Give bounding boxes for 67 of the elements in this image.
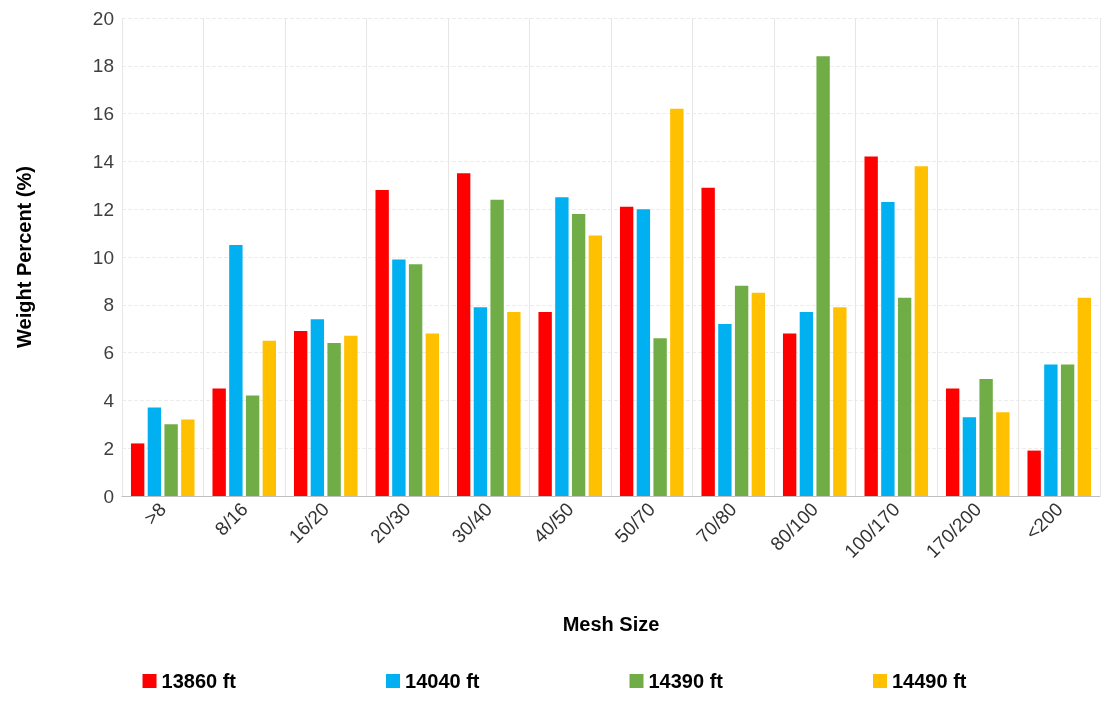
- legend-label: 14390 ft: [648, 670, 724, 692]
- bar: [310, 319, 325, 496]
- bar: [147, 407, 162, 496]
- bar: [375, 190, 389, 496]
- y-tick-label: 18: [92, 55, 114, 77]
- y-tick-label: 4: [103, 389, 115, 411]
- bar: [473, 307, 488, 496]
- y-tick-label: 16: [92, 103, 114, 125]
- bar: [555, 197, 569, 496]
- bar: [619, 206, 634, 496]
- bar: [701, 187, 715, 496]
- bar: [130, 443, 145, 496]
- bar: [229, 245, 243, 496]
- y-tick-label: 8: [103, 294, 114, 316]
- x-tick-label: 8/16: [210, 498, 252, 540]
- bar: [653, 338, 667, 496]
- bar: [212, 388, 226, 496]
- bar: [881, 202, 895, 496]
- bar: [588, 235, 603, 496]
- bar: [979, 378, 993, 496]
- bar: [996, 412, 1010, 496]
- bar: [571, 213, 586, 496]
- bar: [507, 311, 521, 496]
- bar: [1077, 297, 1092, 496]
- bar: [799, 311, 814, 496]
- bar: [392, 259, 406, 496]
- y-tick-label: 10: [92, 246, 114, 268]
- bar: [636, 209, 651, 496]
- legend-label: 14490 ft: [891, 670, 967, 692]
- bar: [1027, 450, 1041, 496]
- y-tick-label: 6: [103, 342, 114, 364]
- y-tick-label: 14: [92, 150, 115, 172]
- bar: [1044, 364, 1058, 496]
- bar: [718, 323, 732, 496]
- bar: [1060, 364, 1075, 496]
- legend-label: 14040 ft: [405, 670, 480, 692]
- legend-label: 13860 ft: [161, 670, 237, 692]
- bar: [490, 199, 504, 496]
- bar: [751, 292, 766, 496]
- bar: [864, 156, 878, 496]
- bar: [181, 419, 195, 496]
- y-tick-label: 2: [103, 437, 114, 459]
- bar: [245, 395, 260, 496]
- bar: [425, 333, 440, 496]
- bar: [327, 343, 341, 496]
- y-axis-title: Weight Percent (%): [13, 166, 35, 348]
- y-tick-label: 0: [103, 485, 114, 507]
- bar: [962, 417, 977, 496]
- y-tick-label: 20: [92, 7, 114, 29]
- bar: [914, 166, 929, 496]
- bar: [344, 335, 358, 496]
- bar: [408, 264, 423, 496]
- bar: [164, 424, 178, 496]
- bar: [538, 311, 552, 496]
- bar: [897, 297, 912, 496]
- y-tick-label: 12: [92, 198, 114, 220]
- x-axis-title: Mesh Size: [562, 613, 660, 635]
- bar: [734, 285, 749, 496]
- bar: [293, 331, 308, 496]
- bar: [833, 307, 847, 496]
- bar: [262, 340, 277, 496]
- x-tick-label: >8: [140, 498, 171, 529]
- bar: [816, 56, 830, 496]
- bar: [782, 333, 797, 496]
- bar: [945, 388, 960, 496]
- bar: [670, 108, 684, 496]
- bar: [456, 173, 471, 496]
